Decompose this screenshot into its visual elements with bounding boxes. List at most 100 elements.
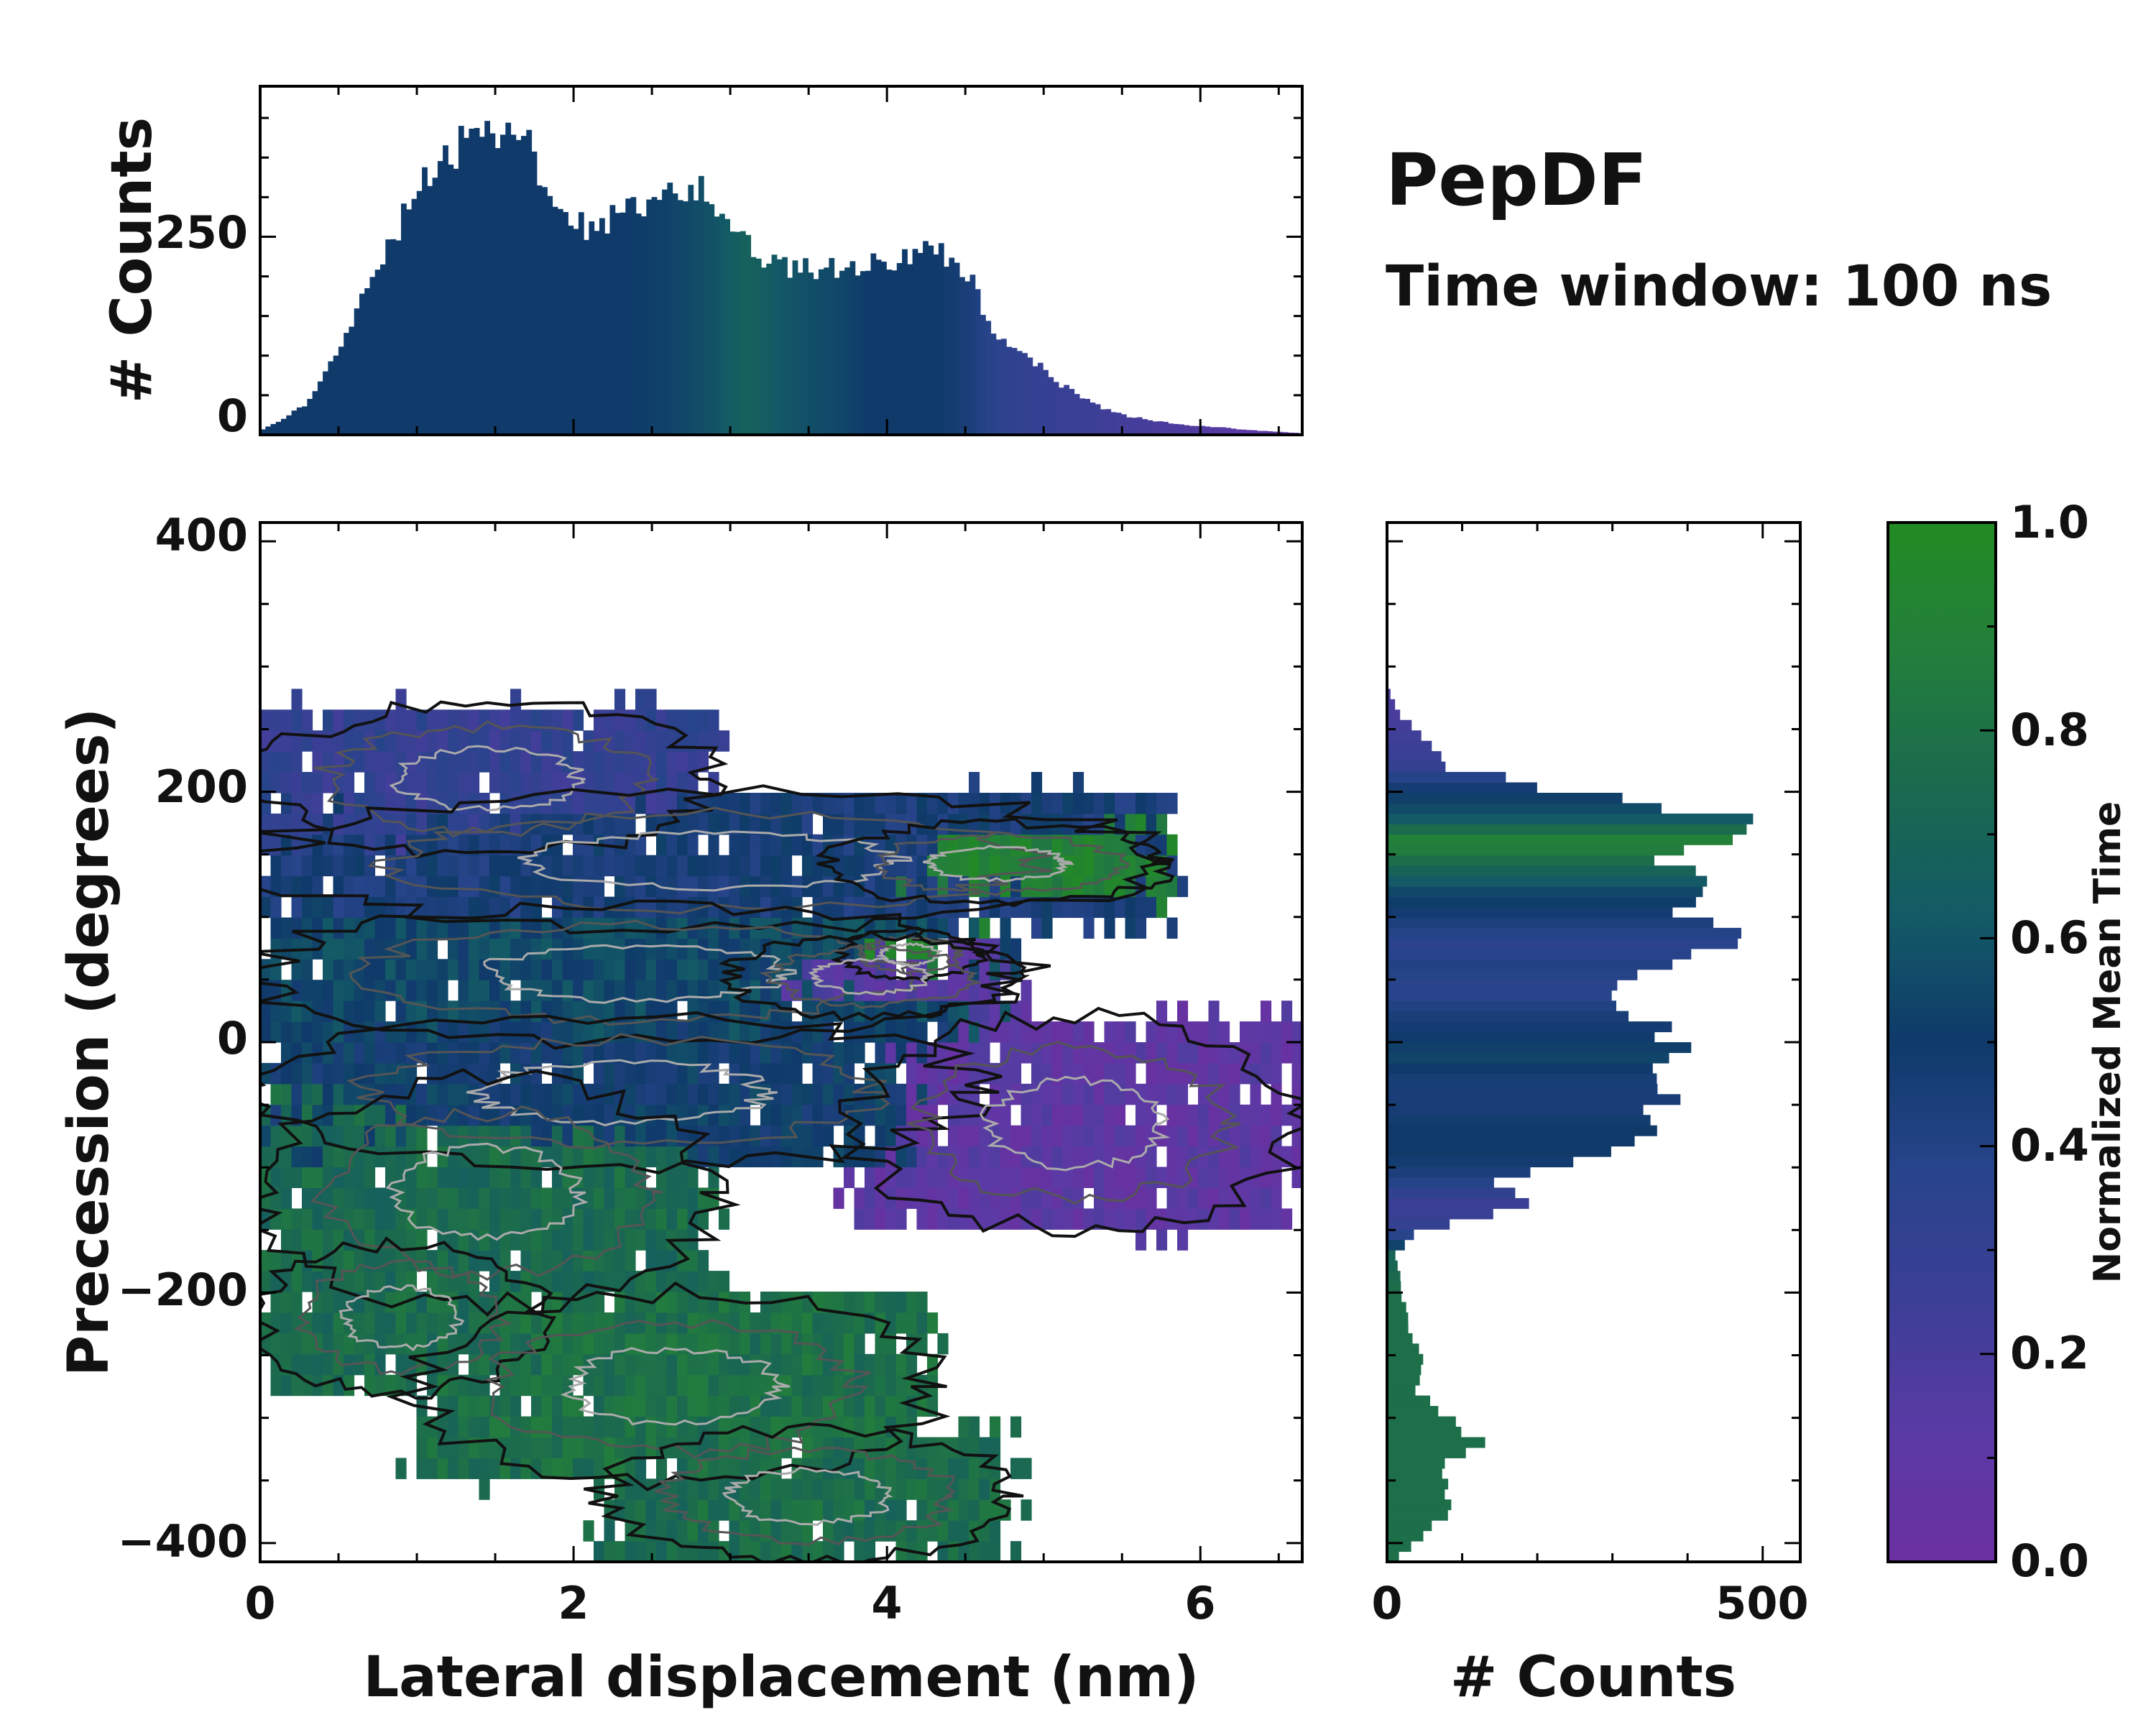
heatmap-cell (719, 1458, 730, 1479)
right-histogram-bar (1387, 1250, 1396, 1261)
heatmap-cell (260, 959, 272, 980)
heatmap-cell (302, 896, 313, 919)
heatmap-cell (374, 1271, 386, 1292)
heatmap-cell (937, 875, 949, 898)
heatmap-cell (812, 1104, 824, 1126)
heatmap-cell (1166, 1187, 1178, 1209)
top-histogram-bar (938, 243, 944, 435)
heatmap-cell (666, 1125, 678, 1147)
heatmap-cell (1198, 1187, 1210, 1209)
heatmap-cell (990, 1416, 1001, 1438)
heatmap-cell (844, 980, 855, 1001)
top-histogram-bar (265, 426, 272, 435)
heatmap-cell (729, 1042, 740, 1064)
heatmap-cell (791, 1292, 803, 1313)
heatmap-cell (1198, 1021, 1210, 1043)
heatmap-cell (531, 772, 543, 794)
heatmap-cell (541, 1416, 553, 1438)
heatmap-cell (437, 959, 448, 980)
heatmap-cell (885, 813, 897, 835)
heatmap-cell (1125, 1042, 1136, 1064)
heatmap-cell (844, 875, 855, 898)
heatmap-cell (1021, 1125, 1032, 1147)
heatmap-cell (510, 1416, 522, 1438)
top-histogram-bar (369, 277, 376, 435)
heatmap-cell (520, 1374, 532, 1397)
heatmap-cell (354, 1167, 365, 1188)
heatmap-cell (1208, 1062, 1220, 1085)
heatmap-cell (656, 980, 668, 1001)
heatmap-cell (708, 1062, 719, 1085)
heatmap-cell (677, 1021, 688, 1043)
heatmap-cell (990, 855, 1001, 877)
top-histogram-bar (1142, 419, 1148, 435)
heatmap-cell (1115, 1042, 1126, 1064)
heatmap-cell (895, 1312, 907, 1334)
heatmap-cell (448, 938, 459, 960)
heatmap-cell (552, 980, 563, 1001)
heatmap-cell (323, 772, 334, 794)
top-histogram-bar (667, 183, 673, 435)
heatmap-cell (937, 1146, 949, 1168)
heatmap-cell (604, 980, 615, 1001)
heatmap-cell (844, 1333, 855, 1355)
heatmap-cell (344, 1146, 355, 1168)
heatmap-cell (708, 1042, 719, 1064)
heatmap-cell (677, 855, 688, 877)
heatmap-cell (312, 917, 323, 939)
heatmap-cell (875, 1374, 886, 1397)
heatmap-cell (1115, 1125, 1126, 1147)
heatmap-cell (1271, 1062, 1282, 1085)
heatmap-cell (416, 980, 428, 1001)
right-histogram-bar (1387, 1416, 1456, 1427)
heatmap-cell (323, 1312, 334, 1334)
heatmap-cell (510, 689, 522, 710)
heatmap-cell (1187, 1146, 1199, 1168)
heatmap-cell (333, 813, 344, 835)
heatmap-cell (541, 1395, 553, 1417)
heatmap-cell (552, 1353, 563, 1376)
heatmap-cell (437, 772, 448, 794)
contour-line (389, 745, 586, 812)
heatmap-cell (604, 1187, 615, 1209)
heatmap-cell (1177, 1125, 1189, 1147)
heatmap-cell (729, 1499, 740, 1521)
heatmap-cell (635, 1125, 647, 1147)
heatmap-cell (541, 1208, 553, 1230)
heatmap-cell (770, 834, 782, 856)
heatmap-cell (416, 1167, 428, 1188)
right-histogram-bar (1387, 1292, 1402, 1302)
heatmap-cell (969, 1125, 980, 1147)
heatmap-cell (385, 896, 397, 919)
heatmap-cell (469, 1333, 480, 1355)
heatmap-cell (427, 1187, 438, 1209)
heatmap-cell (573, 1312, 584, 1334)
heatmap-cell (469, 1208, 480, 1230)
top-histogram-bar (719, 213, 725, 435)
heatmap-cell (344, 917, 355, 939)
heatmap-cell (687, 1458, 699, 1479)
heatmap-cell (770, 1541, 782, 1562)
heatmap-cell (594, 1062, 605, 1085)
heatmap-cell (333, 1000, 344, 1022)
top-histogram-bar (771, 254, 778, 435)
heatmap-cell (270, 813, 282, 835)
heatmap-cell (458, 855, 469, 877)
heatmap-cell (520, 834, 532, 856)
right-histogram-bar (1387, 740, 1432, 752)
heatmap-cell (1094, 1083, 1105, 1105)
heatmap-cell (531, 751, 543, 773)
heatmap-cell (760, 1499, 772, 1521)
top-histogram-bar (286, 415, 292, 435)
heatmap-cell (323, 1146, 334, 1168)
heatmap-cell (1187, 1042, 1199, 1064)
heatmap-cell (614, 813, 626, 835)
heatmap-cell (1104, 1021, 1115, 1043)
heatmap-cell (1062, 1146, 1074, 1168)
heatmap-cell (385, 1042, 397, 1064)
top-histogram-bar (620, 212, 626, 435)
heatmap-cell (656, 1312, 668, 1334)
heatmap-cell (1166, 793, 1178, 814)
heatmap-cell (531, 1083, 543, 1105)
top-histogram-bar (1230, 428, 1237, 435)
